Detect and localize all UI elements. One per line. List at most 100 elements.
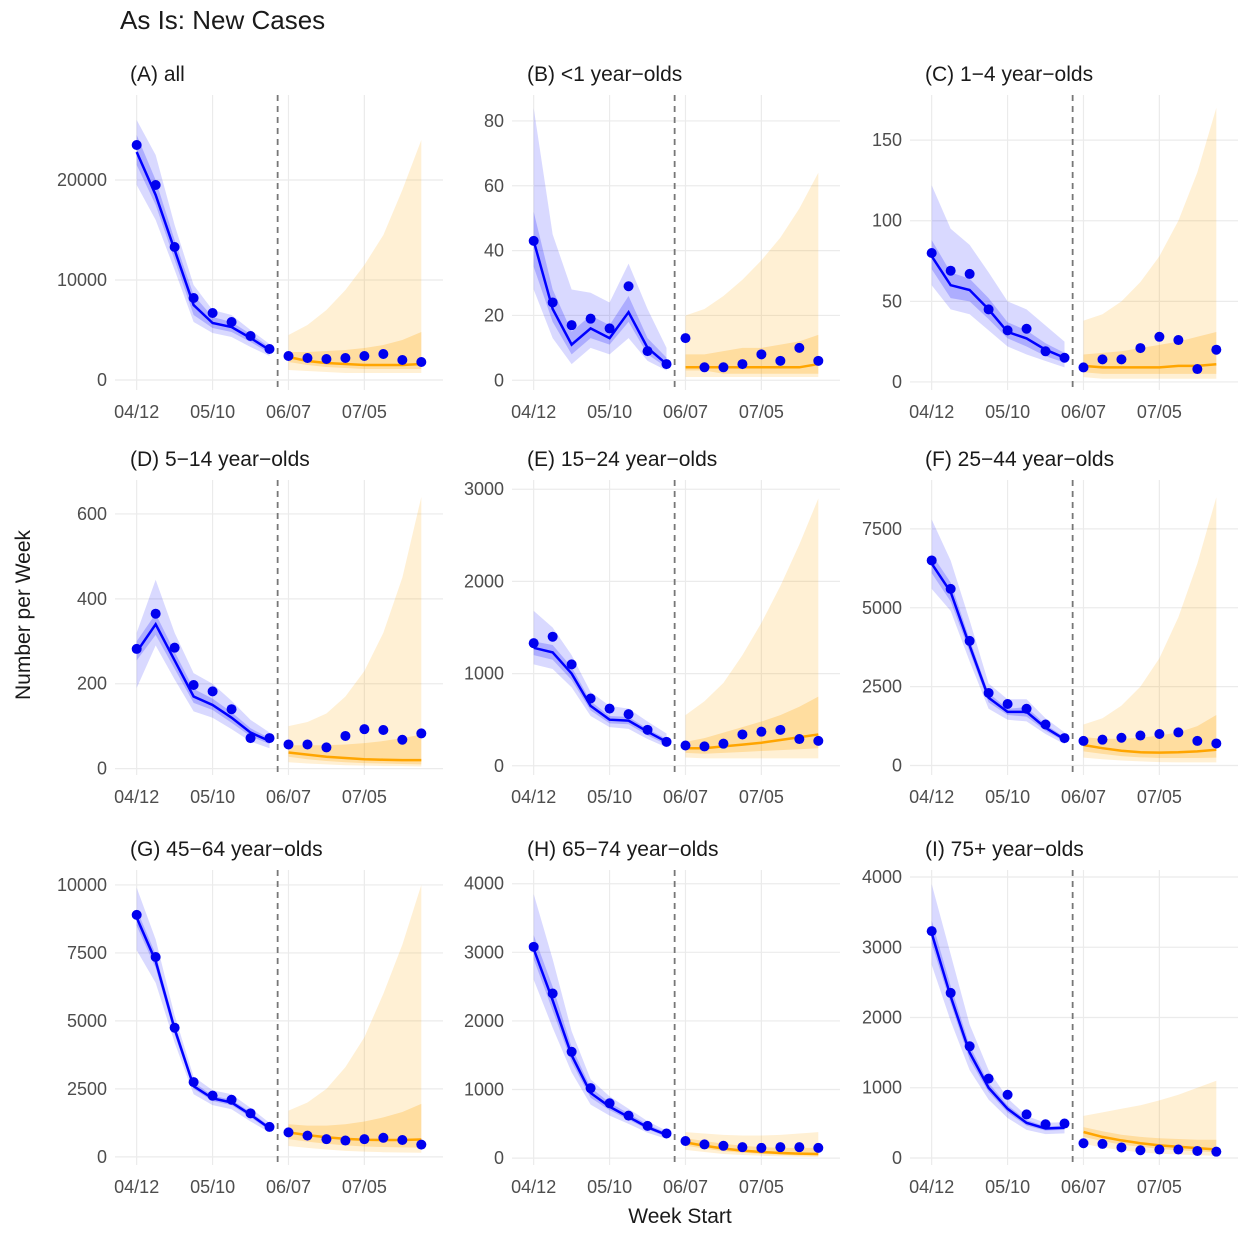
observed-point <box>131 643 142 654</box>
x-tick-label: 04/12 <box>511 787 556 807</box>
x-tick-label: 06/07 <box>1061 787 1106 807</box>
observed-point <box>585 693 596 704</box>
line <box>288 751 422 762</box>
panel-title: (F) 25−44 year−olds <box>925 448 1114 471</box>
observed-point <box>397 355 408 365</box>
observed-point <box>718 1140 729 1151</box>
observed-point <box>756 349 767 360</box>
y-tick-label: 10000 <box>57 875 107 895</box>
observed-point <box>378 1132 389 1143</box>
ribbon <box>685 1138 819 1156</box>
y-tick-label: 7500 <box>67 943 107 963</box>
observed-point <box>416 728 427 739</box>
y-tick-label: 3000 <box>862 937 902 957</box>
observed-point <box>775 1142 786 1153</box>
y-tick-label: 0 <box>494 1148 504 1168</box>
x-tick-label: 06/07 <box>1061 1177 1106 1197</box>
observed-point <box>226 704 237 715</box>
observed-point <box>169 242 180 252</box>
observed-point <box>321 742 332 753</box>
y-tick-label: 3000 <box>464 479 504 499</box>
observed-point <box>604 1098 615 1109</box>
observed-point <box>1021 703 1032 714</box>
panel-title: (H) 65−74 year−olds <box>527 838 718 861</box>
observed-point <box>1192 364 1203 375</box>
x-tick-label: 04/12 <box>511 1177 556 1197</box>
observed-point <box>1211 1146 1222 1157</box>
observed-point <box>150 608 161 619</box>
ribbon <box>136 579 270 749</box>
y-tick-label: 2000 <box>862 1008 902 1028</box>
ribbon <box>288 496 422 767</box>
y-tick-label: 0 <box>494 756 504 776</box>
observed-point <box>718 738 729 749</box>
y-tick-label: 400 <box>77 589 107 609</box>
observed-point <box>226 317 237 327</box>
observed-point <box>1097 354 1108 365</box>
observed-point <box>1154 1144 1165 1155</box>
x-tick-label: 04/12 <box>511 402 556 422</box>
observed-point <box>547 988 558 999</box>
panel: (I) 75+ year−olds 0 1000 2000 3000 4000 04/12 0… <box>862 838 1238 1197</box>
y-tick-label: 40 <box>484 241 504 261</box>
x-tick-label: 06/07 <box>266 402 311 422</box>
x-tick-label: 06/07 <box>266 1177 311 1197</box>
observed-point <box>813 735 824 746</box>
y-tick-label: 7500 <box>862 519 902 539</box>
observed-point <box>264 1121 275 1132</box>
observed-point <box>1040 1119 1051 1130</box>
ribbon <box>533 935 667 1137</box>
observed-point <box>1173 335 1184 346</box>
observed-point <box>1154 331 1165 342</box>
observed-point <box>566 320 577 331</box>
y-tick-label: 1000 <box>464 1080 504 1100</box>
x-tick-label: 05/10 <box>587 1177 632 1197</box>
x-tick-label: 07/05 <box>1137 402 1182 422</box>
observed-point <box>642 346 653 357</box>
observed-point <box>302 1130 313 1141</box>
observed-point <box>813 355 824 366</box>
observed-point <box>547 631 558 642</box>
observed-point <box>302 353 313 363</box>
observed-point <box>775 724 786 735</box>
observed-point <box>1211 738 1222 749</box>
ribbon <box>685 334 819 374</box>
observed-point <box>378 349 389 359</box>
observed-point <box>283 351 294 361</box>
observed-point <box>1211 344 1222 355</box>
observed-point <box>1002 325 1013 336</box>
panel-title: (D) 5−14 year−olds <box>130 448 310 471</box>
y-tick-label: 3000 <box>464 942 504 962</box>
observed-point <box>813 1142 824 1153</box>
panel-title: (A) all <box>130 63 185 86</box>
observed-point <box>1135 343 1146 354</box>
observed-point <box>340 730 351 741</box>
observed-point <box>416 1139 427 1150</box>
observed-point <box>1002 1089 1013 1100</box>
observed-point <box>169 1022 180 1033</box>
y-tick-label: 80 <box>484 111 504 131</box>
y-tick-label: 4000 <box>464 874 504 894</box>
observed-point <box>1021 323 1032 334</box>
observed-point <box>737 1142 748 1153</box>
observed-point <box>983 1073 994 1084</box>
y-tick-label: 1000 <box>464 664 504 684</box>
observed-point <box>1116 1142 1127 1153</box>
line <box>532 240 668 366</box>
observed-point <box>680 333 691 344</box>
ribbon <box>931 519 1065 745</box>
observed-point <box>245 1108 256 1119</box>
observed-point <box>794 734 805 745</box>
x-tick-label: 04/12 <box>909 1177 954 1197</box>
observed-point <box>283 1127 294 1138</box>
observed-point <box>1097 734 1108 745</box>
observed-point <box>604 323 615 334</box>
observed-point <box>1116 732 1127 743</box>
ribbon <box>136 135 270 353</box>
panel: (B) <1 year−olds 0 20 40 60 80 04/12 05/10 06/07… <box>484 63 840 422</box>
observed-point <box>528 941 539 952</box>
y-tick-label: 60 <box>484 176 504 196</box>
observed-point <box>397 734 408 745</box>
ribbon <box>685 498 819 759</box>
observed-point <box>566 1046 577 1057</box>
